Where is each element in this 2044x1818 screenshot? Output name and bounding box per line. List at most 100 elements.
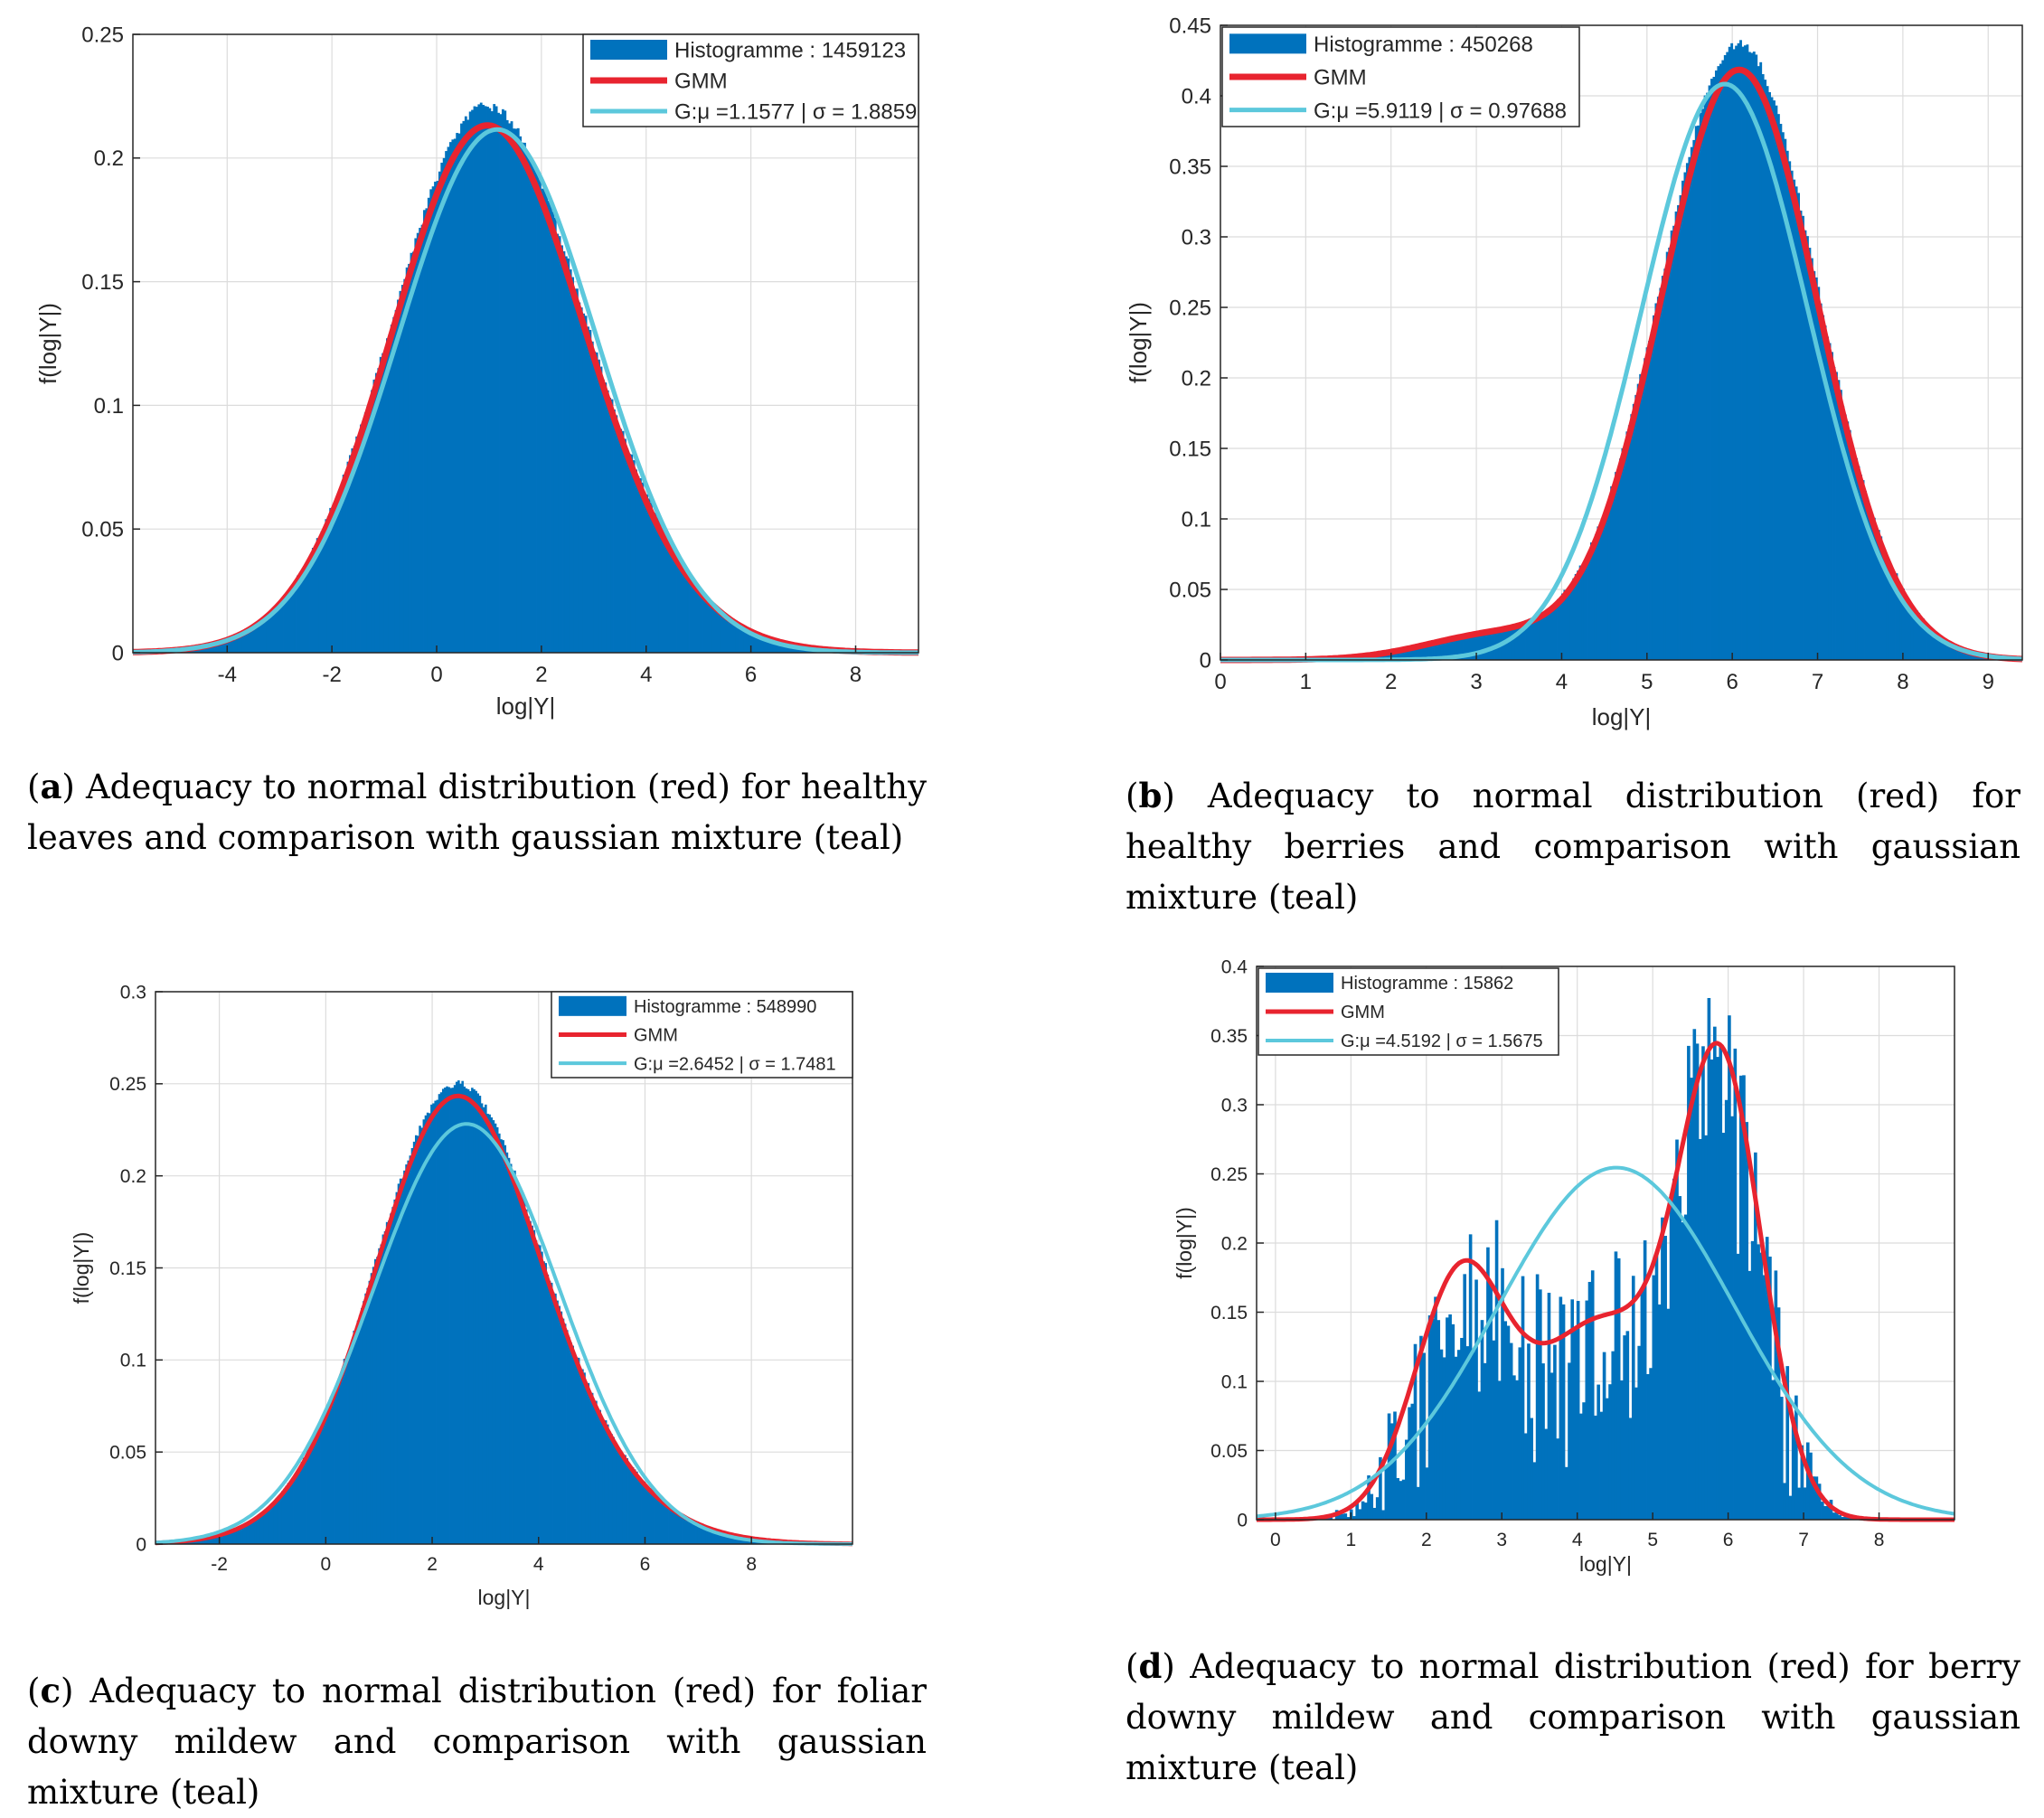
histogram-bar <box>1895 573 1898 660</box>
histogram-bar <box>395 1192 399 1544</box>
histogram-bar <box>547 201 551 653</box>
histogram-bar <box>1523 623 1526 660</box>
histogram-bar <box>724 616 727 653</box>
histogram-bar <box>399 290 402 653</box>
histogram-bar <box>374 1258 377 1544</box>
histogram-bar <box>358 1314 362 1544</box>
histogram-bar <box>468 1090 472 1544</box>
histogram-bar <box>573 288 577 653</box>
histogram-bar <box>232 1530 236 1544</box>
histogram-bar <box>1586 560 1588 660</box>
legend-entry: G:μ =1.1577 | σ = 1.8859 <box>674 100 917 125</box>
histogram-bar <box>661 529 664 653</box>
histogram-bar <box>1668 247 1672 660</box>
histogram-bar <box>351 1340 353 1544</box>
histogram-bar <box>624 1455 626 1544</box>
histogram-bar <box>250 626 254 653</box>
histogram-bar <box>1875 527 1879 660</box>
histogram-bar <box>641 482 645 653</box>
legend-histogram-swatch <box>1229 33 1306 54</box>
histogram-bar <box>722 1532 726 1544</box>
histogram-bar <box>292 585 296 653</box>
histogram-bar <box>654 513 657 653</box>
histogram-bar <box>320 531 324 653</box>
histogram-bar <box>427 197 430 653</box>
histogram-bar <box>1532 1462 1537 1520</box>
histogram-bar <box>645 494 649 653</box>
histogram-bar <box>261 617 265 653</box>
histogram-bar <box>562 250 566 653</box>
histogram-bar <box>1597 1384 1600 1520</box>
histogram-bar <box>400 285 404 653</box>
histogram-bar <box>363 1301 365 1544</box>
histogram-bar <box>1641 372 1644 660</box>
histogram-bar <box>1926 625 1929 660</box>
histogram-bar <box>783 643 787 653</box>
histogram-bar <box>1375 1497 1380 1520</box>
histogram-bar <box>1452 637 1455 660</box>
histogram-bar <box>566 1330 569 1544</box>
histogram-bar <box>311 548 315 653</box>
histogram-bar <box>499 114 503 653</box>
histogram-bar <box>613 409 616 653</box>
histogram-bar <box>1663 1236 1667 1520</box>
histogram-bar <box>1785 150 1789 661</box>
histogram-bar <box>758 635 762 653</box>
y-tick-label: 0.35 <box>1210 1026 1248 1047</box>
histogram-bar <box>388 334 391 653</box>
chart-a: -4 -2 0 2 4 6 8 0 0.05 0.1 0.15 0.2 0.25 log|Y| f(log|… <box>34 23 919 720</box>
y-tick-label: 0.15 <box>1210 1303 1248 1323</box>
histogram-bar <box>335 1386 338 1544</box>
histogram-bar <box>1615 472 1617 660</box>
histogram-bar <box>259 1514 263 1544</box>
histogram-bar <box>1598 527 1602 660</box>
histogram-bar <box>354 1328 358 1544</box>
histogram-bar <box>658 1498 662 1544</box>
histogram-bar <box>468 111 472 654</box>
histogram-bar <box>383 1230 387 1544</box>
histogram-bar <box>658 521 662 653</box>
histogram-bar <box>492 1120 495 1544</box>
histogram-bar <box>1674 211 1678 660</box>
histogram-bar <box>250 1521 253 1544</box>
histogram-bar <box>598 359 600 653</box>
histogram-bar <box>527 1216 530 1544</box>
histogram-bar <box>283 594 287 653</box>
histogram-bar <box>730 619 734 653</box>
histogram-bar <box>525 1209 528 1544</box>
histogram-bar <box>672 548 675 653</box>
histogram-bar <box>1514 624 1518 660</box>
histogram-bar <box>684 573 688 653</box>
histogram-bar <box>614 1441 617 1544</box>
histogram-bar <box>1644 358 1647 660</box>
x-tick-label: 8 <box>1874 1530 1885 1550</box>
histogram-bar <box>519 1187 523 1544</box>
histogram-bar <box>1752 52 1756 661</box>
histogram-bar <box>558 1305 561 1544</box>
histogram-bar <box>1774 1270 1778 1520</box>
legend-entry: GMM <box>634 1026 678 1046</box>
histogram-bar <box>1835 1512 1839 1520</box>
histogram-bar <box>217 1534 221 1544</box>
histogram-bar <box>1587 552 1591 660</box>
histogram-bar <box>360 424 363 653</box>
histogram-bar <box>633 1469 636 1544</box>
histogram-bar <box>502 1140 504 1544</box>
histogram-bar <box>1573 1327 1578 1520</box>
histogram-bar <box>1521 622 1524 660</box>
histogram-bar <box>1828 343 1832 660</box>
histogram-bar <box>1387 652 1390 660</box>
histogram-bar <box>212 1536 214 1544</box>
histogram-bar <box>721 612 725 653</box>
histogram-bar <box>1443 640 1446 660</box>
histogram-bar <box>763 636 767 653</box>
histogram-bar <box>403 278 407 653</box>
histogram-bar <box>541 188 544 653</box>
histogram-bar <box>1688 156 1691 660</box>
histogram-bar <box>626 448 629 653</box>
histogram-bar <box>778 641 782 653</box>
histogram-bar <box>434 1100 437 1544</box>
histogram-bar <box>1445 638 1448 660</box>
histogram-bar <box>1461 636 1464 660</box>
histogram-bar <box>466 119 470 654</box>
